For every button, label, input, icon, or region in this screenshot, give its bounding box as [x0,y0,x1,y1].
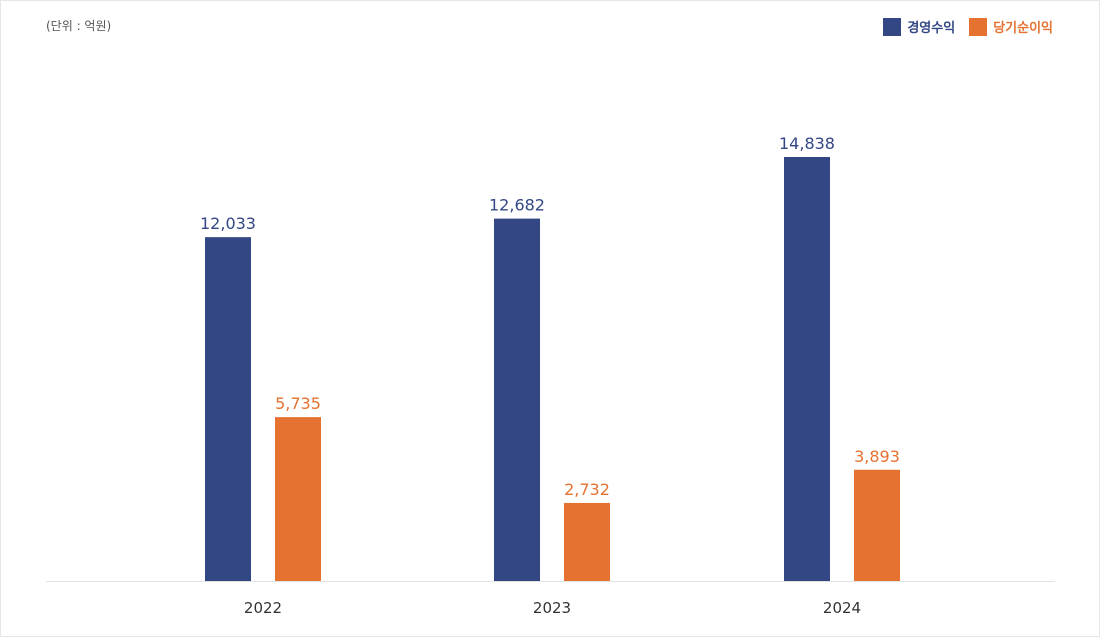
chart-legend: 경영수익 당기순이익 [883,17,1053,36]
legend-label-series-1: 경영수익 [907,21,956,36]
bar-series-2-2022 [275,417,321,581]
bar-series-1-2023 [494,218,540,581]
data-label-series-2-2023: 2,732 [564,480,610,499]
bar-series-1-2024 [784,157,830,581]
legend-item-series-1: 경영수익 [883,17,955,36]
unit-label: (단위 : 억원) [46,19,112,33]
x-tick-label-2022: 2022 [244,599,282,617]
bar-series-1-2022 [205,237,251,581]
data-label-series-1-2024: 14,838 [779,134,835,153]
bar-series-2-2024 [854,469,900,581]
data-label-series-2-2024: 3,893 [854,447,900,466]
legend-item-series-2: 당기순이익 [969,17,1053,36]
legend-swatch-series-1 [883,17,902,36]
x-tick-label-2024: 2024 [823,599,861,617]
data-label-series-1-2023: 12,682 [489,196,545,215]
x-tick-label-2023: 2023 [533,599,571,617]
data-label-series-1-2022: 12,033 [200,214,256,233]
legend-label-series-2: 당기순이익 [993,21,1053,36]
legend-swatch-series-2 [969,17,988,36]
data-label-series-2-2022: 5,735 [275,394,321,413]
bar-series-2-2023 [564,502,610,581]
